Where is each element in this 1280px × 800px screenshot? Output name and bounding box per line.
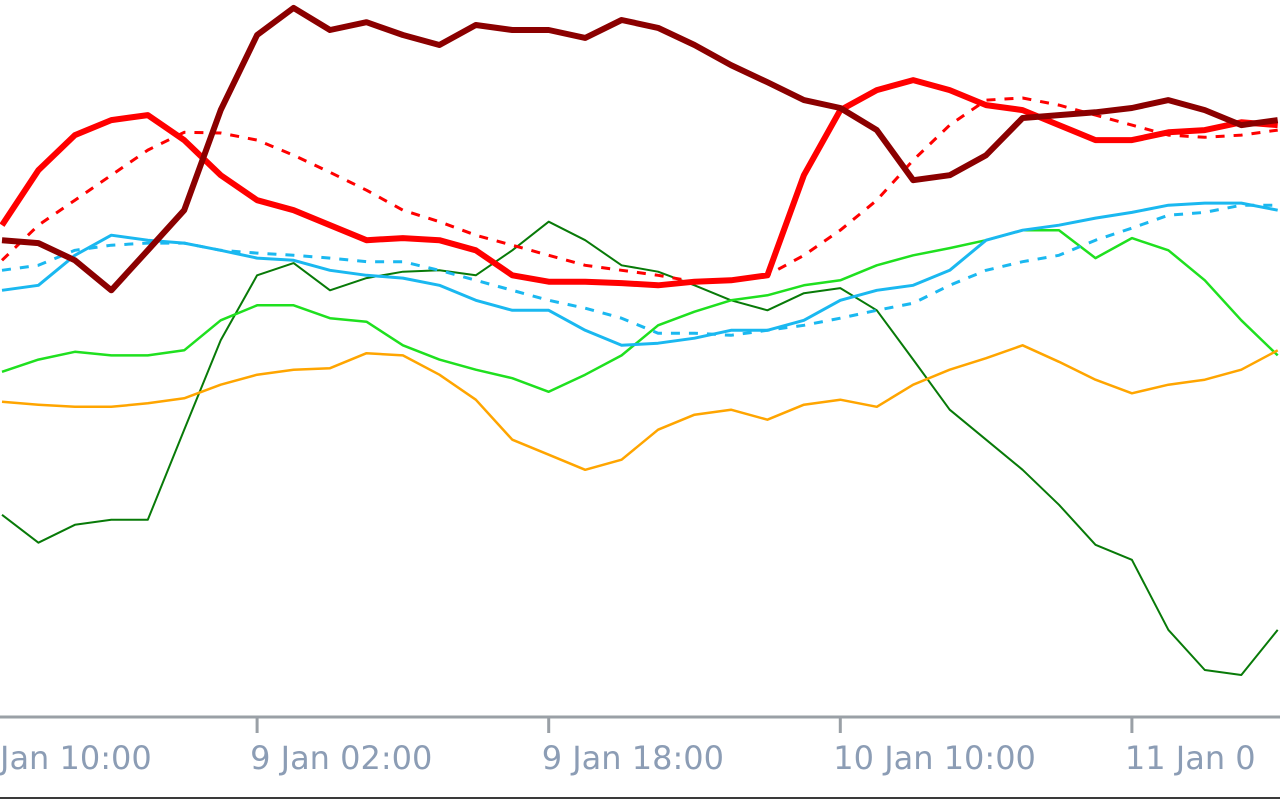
x-tick-label: 9 Jan 02:00 [250,739,432,777]
series-line [1,203,1278,337]
series-line [1,344,1279,472]
x-tick-label: Jan 10:00 [0,739,152,777]
series-line [1,201,1278,347]
series-line [1,220,1279,676]
series-line [1,228,1279,394]
series-line [0,77,1278,289]
x-tick-label: 11 Jan 0 [1125,739,1256,777]
x-tick-label: 10 Jan 10:00 [833,739,1036,777]
series-line [1,4,1279,294]
x-tick-label: 9 Jan 18:00 [542,739,724,777]
